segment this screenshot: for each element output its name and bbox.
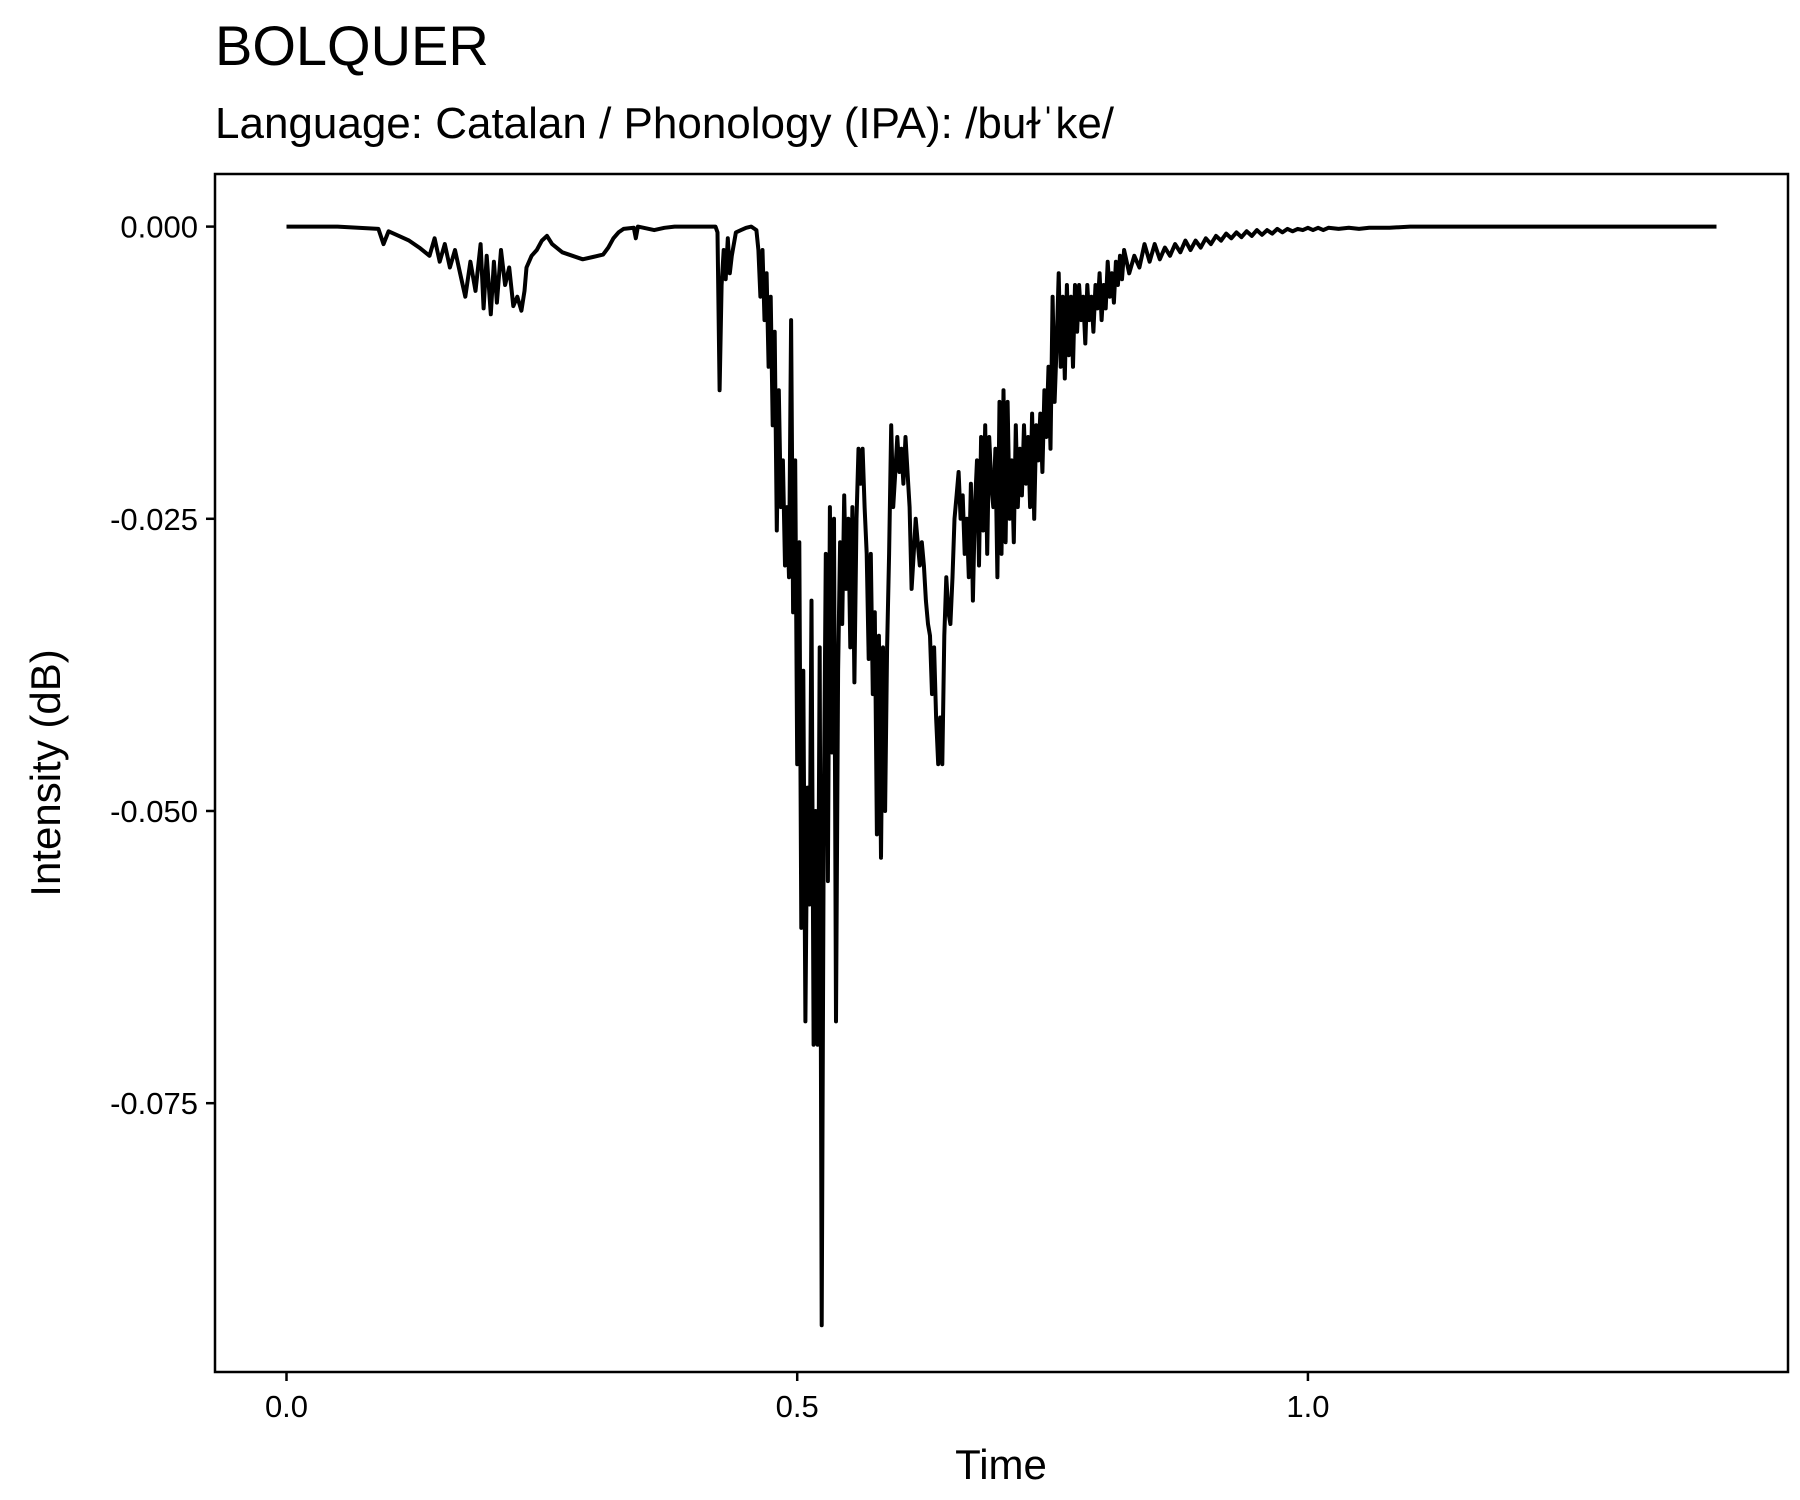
y-tick-label: 0.000 xyxy=(120,210,198,245)
y-tick-label: -0.075 xyxy=(110,1086,198,1121)
intensity-series-line xyxy=(286,224,1717,1328)
x-tick-label: 0.5 xyxy=(776,1389,819,1424)
y-axis: 0.000 -0.025 -0.050 -0.075 xyxy=(110,210,215,1121)
y-axis-title: Intensity (dB) xyxy=(22,649,69,896)
y-tick-label: -0.050 xyxy=(110,794,198,829)
x-tick-label: 1.0 xyxy=(1286,1389,1329,1424)
x-tick-label: 0.0 xyxy=(265,1389,308,1424)
chart-title: BOLQUER xyxy=(215,14,489,77)
x-axis: 0.0 0.5 1.0 xyxy=(265,1372,1329,1424)
plot-panel xyxy=(213,172,1790,1374)
x-axis-title: Time xyxy=(955,1441,1047,1488)
y-tick-label: -0.025 xyxy=(110,502,198,537)
chart-subtitle: Language: Catalan / Phonology (IPA): /bu… xyxy=(215,99,1115,148)
